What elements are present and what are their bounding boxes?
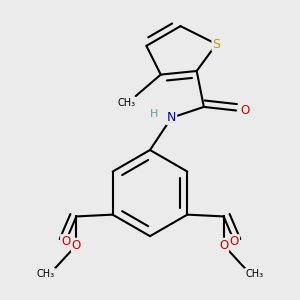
Text: H: H	[149, 109, 158, 119]
Text: O: O	[241, 104, 250, 117]
Text: O: O	[219, 239, 228, 252]
Text: CH₃: CH₃	[37, 269, 55, 279]
Text: CH₃: CH₃	[118, 98, 136, 108]
Text: CH₃: CH₃	[245, 269, 263, 279]
Text: O: O	[72, 239, 81, 252]
Text: O: O	[230, 235, 239, 248]
Text: O: O	[61, 235, 70, 248]
Text: N: N	[167, 111, 176, 124]
Text: S: S	[212, 38, 220, 51]
